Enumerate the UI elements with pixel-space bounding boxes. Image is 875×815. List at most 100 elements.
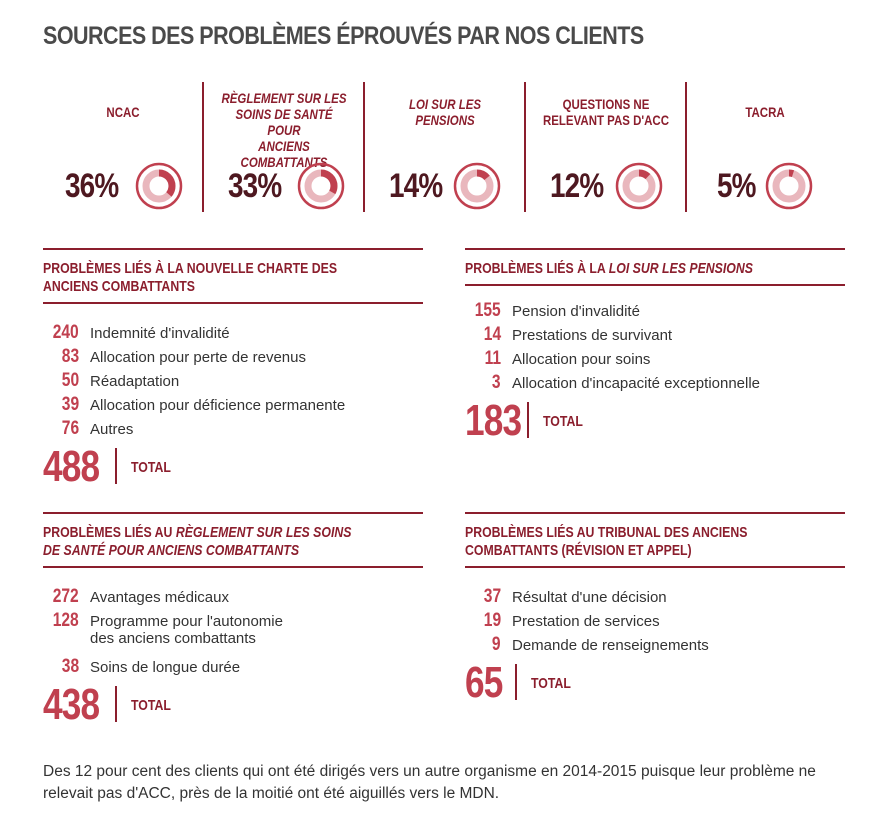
- donut-outer-ring: [135, 162, 183, 210]
- item-label: Allocation d'incapacité exceptionnelle: [512, 375, 761, 392]
- list-item: 240 Indemnité d'invalidité: [43, 322, 423, 346]
- section-rule: [43, 566, 423, 568]
- list-item: 9 Demande de renseignements: [465, 634, 845, 658]
- section-rule: [465, 284, 845, 286]
- total-row: 438 TOTAL: [43, 680, 423, 732]
- list-item: 11 Allocation pour soins: [465, 348, 845, 372]
- section-heading-line: ANCIENS COMBATTANTS: [43, 278, 195, 295]
- stat-label-line: RÈGLEMENT SUR LES: [221, 90, 347, 106]
- total-divider: [527, 402, 529, 438]
- item-count: 14: [483, 324, 501, 345]
- section-rule: [43, 512, 423, 514]
- section-heading-prefix: PROBLÈMES LIÉS À LA: [465, 260, 609, 277]
- stat-label-line: SOINS DE SANTÉ POUR: [235, 106, 333, 138]
- section-heading: PROBLÈMES LIÉS AU RÈGLEMENT SUR LES SOIN…: [43, 524, 355, 560]
- stats-row: NCAC 36% RÈGLEMENT SUR LES SOINS DE SANT…: [43, 82, 843, 212]
- stat-percent: 33%: [228, 167, 282, 205]
- stat-tacra: TACRA 5%: [687, 82, 843, 212]
- donut-outer-ring: [765, 162, 813, 210]
- stat-label: NCAC: [57, 104, 188, 120]
- stat-label: RÈGLEMENT SUR LES SOINS DE SANTÉ POUR AN…: [218, 90, 349, 170]
- list-item: 39 Allocation pour déficience permanente: [43, 394, 423, 418]
- section-heading: PROBLÈMES LIÉS À LA NOUVELLE CHARTE DES …: [43, 260, 355, 296]
- item-count: 11: [484, 348, 501, 369]
- divider: [363, 82, 365, 212]
- footnote: Des 12 pour cent des clients qui ont été…: [43, 763, 816, 802]
- item-count: 9: [492, 634, 501, 655]
- item-label: Prestations de survivant: [512, 327, 673, 344]
- list-item: 19 Prestation de services: [465, 610, 845, 634]
- stat-label-line: NCAC: [106, 104, 140, 120]
- section-rule: [43, 248, 423, 250]
- stat-label-line: QUESTIONS NE: [562, 96, 650, 112]
- item-label: Allocation pour perte de revenus: [90, 349, 306, 366]
- donut-chart-icon: [765, 162, 813, 210]
- item-count: 128: [53, 610, 79, 631]
- stat-ncac: NCAC 36%: [43, 82, 203, 212]
- section-rule: [465, 248, 845, 250]
- item-count: 83: [61, 346, 79, 367]
- total-row: 65 TOTAL: [465, 658, 845, 710]
- stat-percent: 36%: [65, 167, 119, 205]
- donut-value-arc: [622, 169, 656, 203]
- donut-chart-icon: [135, 162, 183, 210]
- list-item: 37 Résultat d'une décision: [465, 586, 845, 610]
- item-label: Pension d'invalidité: [512, 303, 640, 320]
- stat-label: TACRA: [701, 104, 829, 120]
- donut-value-arc: [304, 169, 338, 203]
- divider: [685, 82, 687, 212]
- total-label: TOTAL: [131, 459, 171, 476]
- stat-label-line: ANCIENS COMBATTANTS: [240, 138, 328, 170]
- stat-label: LOI SUR LES PENSIONS: [379, 96, 510, 128]
- list-item: 76 Autres: [43, 418, 423, 442]
- item-label: Allocation pour soins: [512, 351, 651, 368]
- item-count: 76: [61, 418, 79, 439]
- section-rule: [465, 566, 845, 568]
- item-count: 155: [475, 300, 501, 321]
- list-item: 155 Pension d'invalidité: [465, 300, 845, 324]
- item-label-line: des anciens combattants: [90, 630, 256, 647]
- item-label: Programme pour l'autonomie des anciens co…: [90, 613, 283, 647]
- item-label: Indemnité d'invalidité: [90, 325, 230, 342]
- item-label: Soins de longue durée: [90, 659, 241, 676]
- item-list: 37 Résultat d'une décision 19 Prestation d…: [465, 586, 845, 658]
- donut-value-arc: [142, 169, 176, 203]
- section-tacra: PROBLÈMES LIÉS AU TRIBUNAL DES ANCIENS C…: [465, 512, 845, 710]
- item-count: 50: [61, 370, 79, 391]
- donut-chart-icon: [453, 162, 501, 210]
- section-heading-italic: RÈGLEMENT SUR LES SOINS: [175, 524, 352, 541]
- item-label: Réadaptation: [90, 373, 180, 390]
- total-row: 488 TOTAL: [43, 442, 423, 494]
- section-rule: [465, 512, 845, 514]
- stat-questions: QUESTIONS NE RELEVANT PAS D'ACC 12%: [526, 82, 686, 212]
- item-label: Avantages médicaux: [90, 589, 229, 606]
- total-label: TOTAL: [131, 697, 171, 714]
- section-pensions: PROBLÈMES LIÉS À LA LOI SUR LES PENSIONS…: [465, 248, 845, 448]
- total-label: TOTAL: [531, 675, 571, 692]
- item-count: 38: [61, 656, 79, 677]
- donut-outer-ring: [297, 162, 345, 210]
- section-ncac: PROBLÈMES LIÉS À LA NOUVELLE CHARTE DES …: [43, 248, 423, 494]
- stat-percent: 5%: [717, 167, 756, 205]
- section-heading-prefix: PROBLÈMES LIÉS AU: [43, 524, 176, 541]
- total-value: 438: [43, 680, 100, 729]
- divider: [202, 82, 204, 212]
- list-item: 3 Allocation d'incapacité exceptionnelle: [465, 372, 845, 396]
- section-rule: [43, 302, 423, 304]
- total-value: 183: [465, 396, 522, 445]
- item-count: 240: [53, 322, 79, 343]
- donut-outer-ring: [615, 162, 663, 210]
- stat-label-line: RELEVANT PAS D'ACC: [542, 112, 670, 128]
- list-item: 272 Avantages médicaux: [43, 586, 423, 610]
- list-item: 83 Allocation pour perte de revenus: [43, 346, 423, 370]
- stat-label: QUESTIONS NE RELEVANT PAS D'ACC: [540, 96, 671, 128]
- stat-label-line: LOI SUR LES: [408, 96, 482, 112]
- total-label: TOTAL: [543, 413, 583, 430]
- item-label: Prestation de services: [512, 613, 660, 630]
- stat-label-line: PENSIONS: [415, 112, 475, 128]
- item-label: Allocation pour déficience permanente: [90, 397, 346, 414]
- stat-label-line: TACRA: [745, 104, 785, 120]
- item-count: 39: [61, 394, 79, 415]
- section-reglement: PROBLÈMES LIÉS AU RÈGLEMENT SUR LES SOIN…: [43, 512, 423, 732]
- donut-track: [622, 169, 656, 203]
